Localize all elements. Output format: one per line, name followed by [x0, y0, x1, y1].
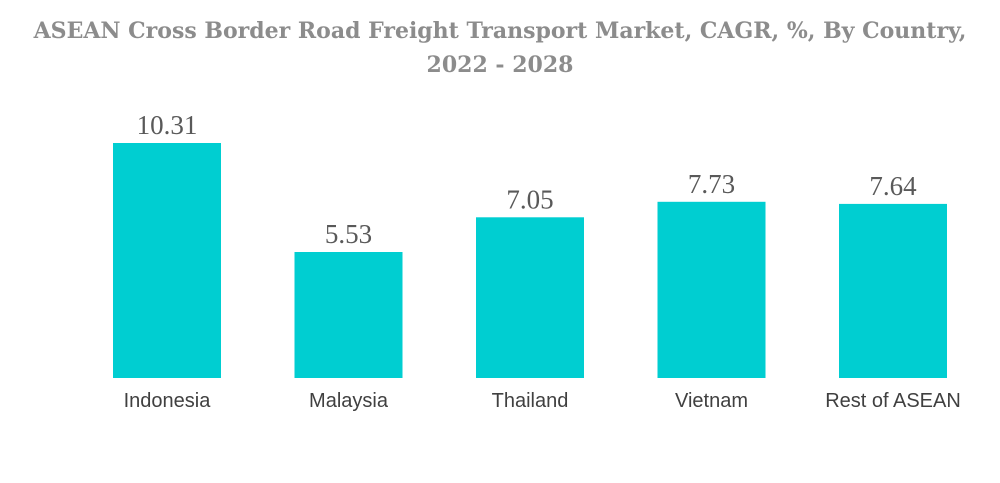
value-label-malaysia: 5.53	[325, 219, 372, 249]
chart-title: ASEAN Cross Border Road Freight Transpor…	[0, 14, 1000, 82]
chart-title-line-1: ASEAN Cross Border Road Freight Transpor…	[33, 18, 967, 44]
value-labels-group: 10.31 5.53 7.05 7.73 7.64	[137, 110, 918, 249]
category-label-vietnam: Vietnam	[675, 390, 748, 412]
chart-title-line-2: 2022 - 2028	[426, 52, 574, 78]
value-label-indonesia: 10.31	[137, 110, 198, 140]
value-label-vietnam: 7.73	[688, 169, 735, 199]
value-label-thailand: 7.05	[506, 184, 553, 214]
bar-malaysia	[294, 252, 403, 378]
category-label-thailand: Thailand	[492, 390, 569, 412]
bar-vietnam	[657, 201, 766, 378]
category-labels-group: Indonesia Malaysia Thailand Vietnam Rest of …	[124, 390, 961, 412]
bar-thailand	[476, 217, 584, 378]
value-label-rest-of-asean: 7.64	[869, 171, 917, 201]
bar-rest-of-asean	[839, 203, 947, 378]
category-label-malaysia: Malaysia	[309, 390, 389, 412]
bars-group	[113, 143, 947, 378]
category-label-rest-of-asean: Rest of ASEAN	[825, 390, 961, 412]
category-label-indonesia: Indonesia	[124, 390, 212, 412]
bar-indonesia	[113, 143, 221, 378]
